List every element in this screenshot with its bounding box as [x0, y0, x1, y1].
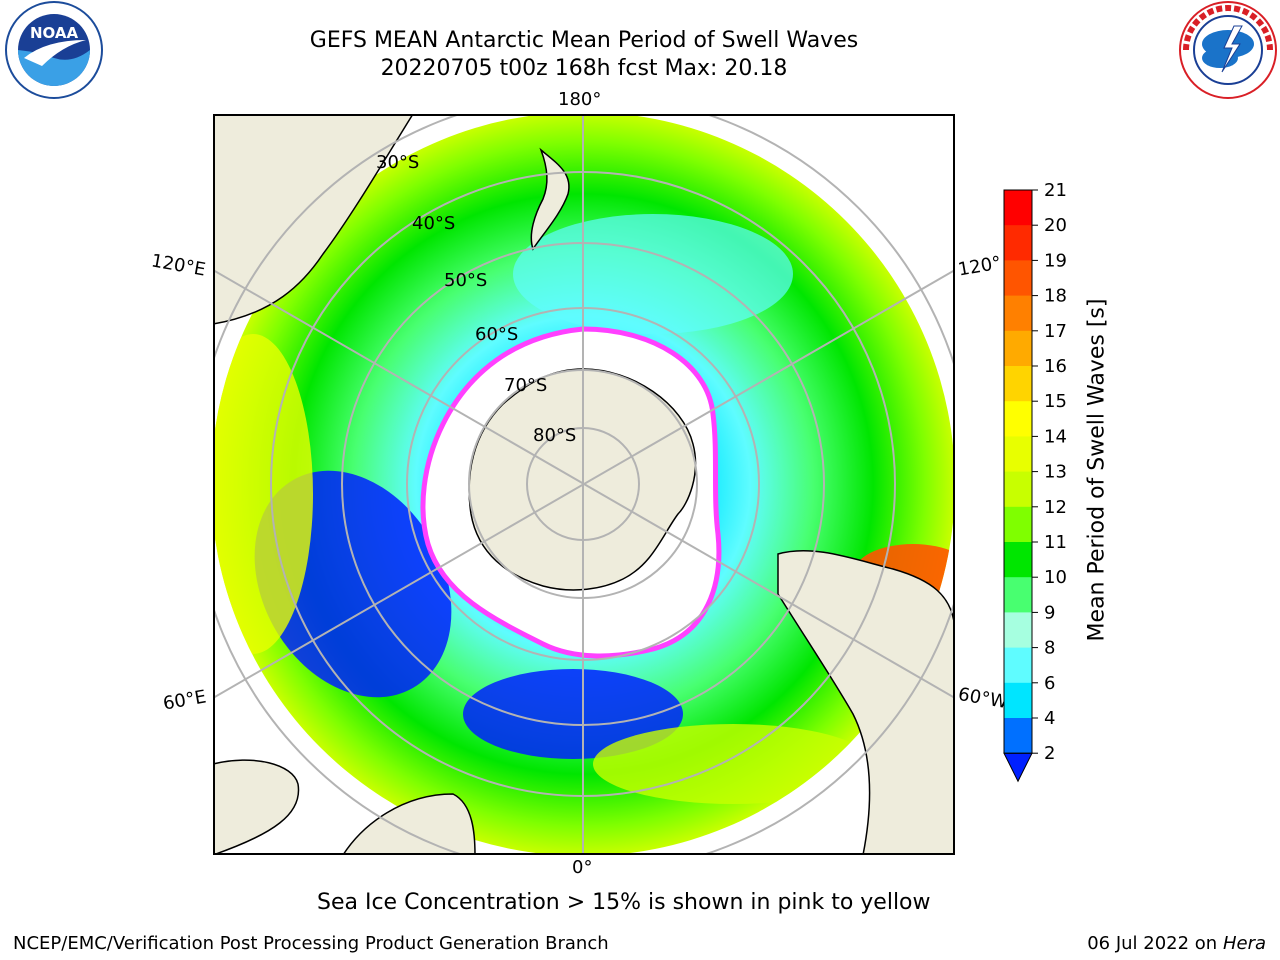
colorbar-segment — [1004, 330, 1032, 367]
colorbar-tick-label: 14 — [1044, 426, 1067, 447]
colorbar-tick-label: 9 — [1044, 602, 1055, 623]
noaa-logo-text: NOAA — [30, 24, 79, 42]
colorbar-tick-label: 16 — [1044, 356, 1067, 377]
polar-map — [213, 114, 955, 855]
colorbar-segment — [1004, 647, 1032, 684]
colorbar-segment — [1004, 542, 1032, 578]
colorbar-segment — [1004, 612, 1032, 649]
colorbar-extend-min — [1003, 752, 1033, 783]
colorbar-segment — [1004, 401, 1032, 437]
colorbar-tick-label: 10 — [1044, 567, 1067, 588]
footer-branch: NCEP/EMC/Verification Post Processing Pr… — [13, 933, 609, 954]
chart-title: GEFS MEAN Antarctic Mean Period of Swell… — [309, 28, 859, 53]
map-frame — [213, 114, 955, 855]
colorbar-label: Mean Period of Swell Waves [s] — [1084, 298, 1110, 642]
colorbar-segment — [1004, 436, 1032, 473]
lon-label-0: 0° — [572, 857, 593, 878]
colorbar-segment — [1004, 366, 1032, 402]
colorbar-segment — [1004, 577, 1032, 613]
mid-period-region — [513, 214, 793, 334]
sea-ice-note: Sea Ice Concentration > 15% is shown in … — [317, 890, 931, 915]
colorbar: 21 20 19 18 17 16 15 14 13 12 11 10 9 8 6 4 2 — [1003, 182, 1067, 783]
colorbar-tick-label: 6 — [1044, 673, 1055, 694]
lat-label-60s: 60°S — [475, 324, 519, 345]
high-period-region — [213, 334, 313, 654]
colorbar-tick-label: 18 — [1044, 286, 1067, 307]
colorbar-tick-label: 19 — [1044, 250, 1067, 271]
nws-logo — [1179, 1, 1277, 99]
colorbar-tick-label: 8 — [1044, 638, 1055, 659]
graticule — [213, 114, 955, 855]
chart-subtitle: 20220705 t00z 168h fcst Max: 20.18 — [380, 56, 788, 81]
lat-label-30s: 30°S — [376, 152, 420, 173]
lat-label-80s: 80°S — [533, 425, 577, 446]
lon-label-60e: 60°E — [161, 686, 208, 715]
low-period-region — [463, 669, 683, 759]
colorbar-segment — [1004, 190, 1032, 226]
colorbar-tick-label: 11 — [1044, 532, 1067, 553]
colorbar-segment — [1004, 225, 1032, 261]
colorbar-segment — [1004, 471, 1032, 508]
footer-date-text: 06 Jul 2022 on — [1087, 933, 1223, 954]
colorbar-segment — [1004, 506, 1032, 543]
footer-host: Hera — [1222, 933, 1266, 954]
lon-label-120e: 120°E — [149, 250, 208, 281]
colorbar-segment — [1004, 682, 1032, 719]
colorbar-tick-label: 20 — [1044, 215, 1067, 236]
lat-label-70s: 70°S — [504, 375, 548, 396]
footer-date: 06 Jul 2022 on Hera — [1087, 933, 1266, 954]
colorbar-tick-label: 13 — [1044, 462, 1067, 483]
colorbar-tick-label: 4 — [1044, 708, 1055, 729]
lon-label-180: 180° — [558, 89, 602, 110]
colorbar-tick-label: 2 — [1044, 743, 1055, 764]
colorbar-tick-label: 15 — [1044, 391, 1067, 412]
colorbar-segment — [1004, 295, 1032, 332]
madagascar — [213, 759, 300, 855]
australia — [213, 114, 414, 325]
lat-label-40s: 40°S — [412, 213, 456, 234]
colorbar-tick-label: 17 — [1044, 321, 1067, 342]
lat-label-50s: 50°S — [444, 270, 488, 291]
colorbar-segment — [1004, 260, 1032, 297]
colorbar-segment — [1004, 718, 1032, 754]
colorbar-tick-label: 12 — [1044, 497, 1067, 518]
noaa-logo: NOAA — [5, 1, 103, 99]
africa — [342, 793, 476, 855]
colorbar-tick-label: 21 — [1044, 182, 1067, 201]
